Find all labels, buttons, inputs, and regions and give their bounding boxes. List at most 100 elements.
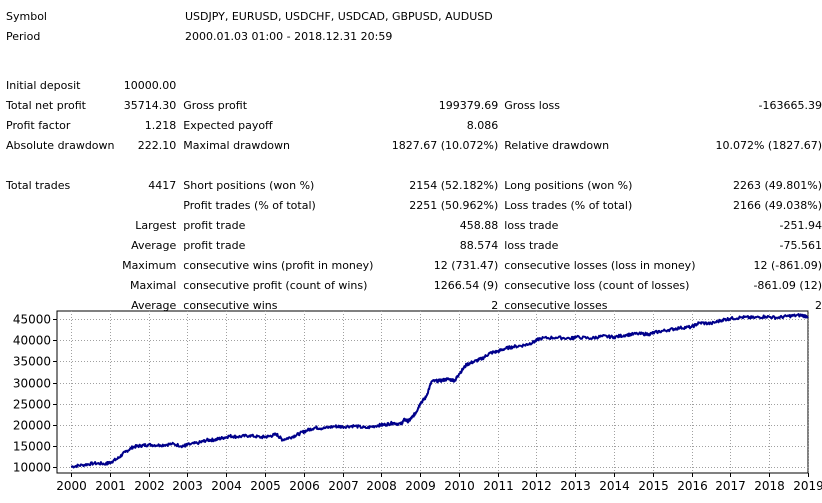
max-consec-wins-value: 12 (731.47) [433,258,499,272]
initial-deposit-value: 10000.00 [123,78,177,92]
long-positions-label: Long positions (won %) [504,178,633,192]
max-consec-wins-label: consecutive wins (profit in money) [183,258,374,272]
loss-trades-value: 2166 (49.038%) [732,198,822,212]
largest-profit-value: 458.88 [459,218,499,232]
x-tick-label: 2013 [560,479,591,493]
average-profit-value: 88.574 [459,238,499,252]
symbol-value: USDJPY, EURUSD, USDCHF, USDCAD, GBPUSD, … [185,10,493,23]
balance-chart: 10000 15000 20000 25000 30000 35000 40000 45000… [0,305,822,500]
relative-drawdown-label: Relative drawdown [504,138,610,152]
balance-line [70,313,809,469]
stats-row: Maximal consecutive profit (count of win… [0,275,822,295]
loss-trades-label: Loss trades (% of total) [504,198,633,212]
gross-profit-value: 199379.69 [438,98,499,112]
gross-loss-value: -163665.39 [758,98,822,112]
avg-consec-wins-label: consecutive wins [183,298,278,312]
y-tick-label: 15000 [13,440,51,454]
x-tick-label: 2009 [405,479,436,493]
x-tick-label: 2018 [754,479,785,493]
average-loss-value: -75.561 [779,238,822,252]
y-tick-label: 45000 [13,313,51,327]
x-tick-label: 2011 [483,479,514,493]
short-positions-value: 2154 (52.182%) [409,178,499,192]
y-tick-label: 40000 [13,334,51,348]
period-label: Period [6,30,41,43]
stats-row: Absolute drawdown 222.10 Maximal drawdow… [0,135,822,155]
x-tick-label: 2006 [289,479,320,493]
maximal-consec-loss-value: -861.09 (12) [753,278,822,292]
largest-profit-label: profit trade [183,218,246,232]
maximal-label: Maximal [129,278,177,292]
total-trades-label: Total trades [6,178,71,192]
stats-row: Total trades 4417 Short positions (won %… [0,175,822,195]
x-tick-label: 2014 [599,479,630,493]
max-consec-losses-label: consecutive losses (loss in money) [504,258,696,272]
stats-row: Average profit trade 88.574 loss trade -… [0,235,822,255]
y-tick-label: 20000 [13,419,51,433]
y-tick-label: 10000 [13,461,51,475]
profit-factor-label: Profit factor [6,118,71,132]
x-tick-label: 2000 [56,479,87,493]
maximal-consec-loss-label: consecutive loss (count of losses) [504,278,690,292]
x-tick-label: 2004 [211,479,242,493]
short-positions-label: Short positions (won %) [183,178,315,192]
x-tick-label: 2001 [95,479,126,493]
maximal-drawdown-value: 1827.67 (10.072%) [391,138,499,152]
avg-label: Average [131,298,177,312]
stats-row: Initial deposit 10000.00 [0,75,822,95]
absolute-drawdown-label: Absolute drawdown [6,138,115,152]
x-tick-label: 2019 [793,479,822,493]
max-consec-losses-value: 12 (-861.09) [753,258,822,272]
plot-frame [56,310,809,474]
initial-deposit-label: Initial deposit [6,78,81,92]
y-tick-label: 30000 [13,377,51,391]
x-tick-label: 2003 [172,479,203,493]
y-tick-label: 25000 [13,398,51,412]
average-loss-label: loss trade [504,238,559,252]
x-tick-label: 2002 [134,479,165,493]
total-trades-value: 4417 [148,178,177,192]
x-tick-label: 2016 [677,479,708,493]
period-value: 2000.01.03 01:00 - 2018.12.31 20:59 [185,30,393,43]
profit-trades-label: Profit trades (% of total) [183,198,316,212]
x-tick-label: 2012 [521,479,552,493]
total-net-profit-label: Total net profit [6,98,86,112]
stats-table: Initial deposit 10000.00 Total net profi… [0,75,822,315]
y-tick-label: 35000 [13,355,51,369]
long-positions-value: 2263 (49.801%) [732,178,822,192]
avg-consec-losses-label: consecutive losses [504,298,608,312]
total-net-profit-value: 35714.30 [123,98,177,112]
avg-consec-losses-value: 2 [815,298,822,312]
stats-row: Profit trades (% of total) 2251 (50.962%… [0,195,822,215]
largest-loss-value: -251.94 [779,218,822,232]
largest-label: Largest [135,218,177,232]
expected-payoff-label: Expected payoff [183,118,273,132]
expected-payoff-value: 8.086 [466,118,499,132]
maximal-consec-profit-label: consecutive profit (count of wins) [183,278,368,292]
stats-row: Average consecutive wins 2 consecutive l… [0,295,822,315]
relative-drawdown-value: 10.072% (1827.67) [715,138,822,152]
gross-profit-label: Gross profit [183,98,248,112]
symbol-label: Symbol [6,10,47,23]
absolute-drawdown-value: 222.10 [137,138,177,152]
profit-factor-value: 1.218 [144,118,177,132]
stats-row: Largest profit trade 458.88 loss trade -… [0,215,822,235]
gross-loss-label: Gross loss [504,98,561,112]
balance-chart-svg: 10000 15000 20000 25000 30000 35000 40000 45000… [13,310,822,493]
x-tick-label: 2008 [366,479,397,493]
x-tick-label: 2010 [444,479,475,493]
x-tick-label: 2005 [250,479,281,493]
x-tick-label: 2015 [638,479,669,493]
largest-loss-label: loss trade [504,218,559,232]
profit-trades-value: 2251 (50.962%) [409,198,499,212]
avg-consec-wins-value: 2 [491,298,499,312]
average-label: Average [131,238,177,252]
x-tick-label: 2007 [328,479,359,493]
maximal-consec-profit-value: 1266.54 (9) [433,278,499,292]
stats-row: Maximum consecutive wins (profit in mone… [0,255,822,275]
maximal-drawdown-label: Maximal drawdown [183,138,291,152]
stats-row: Profit factor 1.218 Expected payoff 8.08… [0,115,822,135]
strategy-report: Symbol USDJPY, EURUSD, USDCHF, USDCAD, G… [6,10,822,312]
maximum-label: Maximum [122,258,177,272]
stats-row: Total net profit 35714.30 Gross profit 1… [0,95,822,115]
